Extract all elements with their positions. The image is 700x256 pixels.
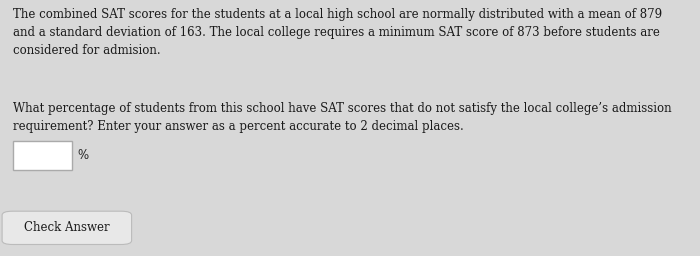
FancyBboxPatch shape [2, 211, 132, 244]
Text: %: % [78, 149, 89, 162]
Text: The combined SAT scores for the students at a local high school are normally dis: The combined SAT scores for the students… [13, 8, 662, 57]
FancyBboxPatch shape [13, 141, 72, 170]
Text: Check Answer: Check Answer [24, 221, 110, 234]
Text: What percentage of students from this school have SAT scores that do not satisfy: What percentage of students from this sc… [13, 102, 671, 133]
